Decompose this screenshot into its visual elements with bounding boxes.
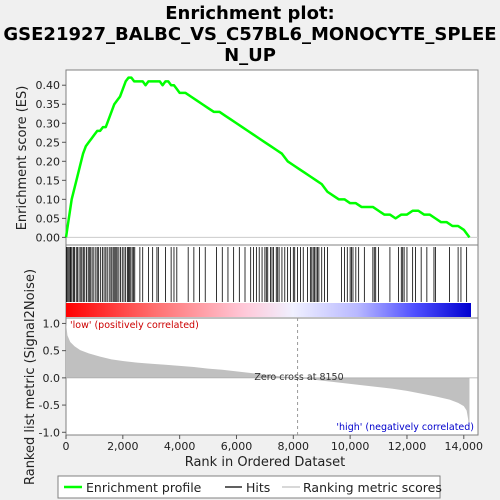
- metric-y-tick-label: -0.5: [39, 399, 60, 412]
- x-tick-label: 0: [63, 440, 70, 453]
- zero-cross-label: Zero cross at 8150: [254, 372, 343, 383]
- chart-title-line-3: N_UP: [224, 45, 276, 66]
- es-y-tick-label: 0.20: [36, 155, 61, 168]
- es-y-tick-label: 0.00: [36, 231, 61, 244]
- x-tick-label: 14,000: [445, 440, 484, 453]
- chart-title-line-2: GSE21927_BALBC_VS_C57BL6_MONOCYTE_SPLEE: [3, 24, 496, 45]
- enrichment-profile-layer: [64, 76, 471, 239]
- hits-layer: [66, 247, 468, 302]
- x-tick-label: 4,000: [164, 440, 196, 453]
- ranking-metric-area: [66, 322, 478, 431]
- es-y-tick-label: 0.40: [36, 79, 61, 92]
- enrichment-profile-line: [64, 76, 471, 239]
- es-y-tick-label: 0.25: [36, 136, 61, 149]
- chart-title-line-1: Enrichment plot:: [165, 3, 335, 24]
- es-y-tick-label: 0.10: [36, 193, 61, 206]
- es-y-tick-label: 0.30: [36, 117, 61, 130]
- x-axis-label: Rank in Ordered Dataset: [185, 455, 346, 470]
- metric-y-tick-label: 0.5: [43, 345, 61, 358]
- es-y-tick-label: 0.35: [36, 98, 61, 111]
- low-correlated-label: 'low' (positively correlated): [70, 320, 199, 331]
- x-tick-label: 12,000: [388, 440, 427, 453]
- x-axis: 0 2,000 4,000 6,000 8,000 10,000 12,000 14,000: [63, 435, 484, 453]
- legend-profile-label: Enrichment profile: [86, 480, 202, 495]
- ranking-metric-fill: [66, 322, 470, 431]
- es-y-tick-label: 0.15: [36, 174, 61, 187]
- legend-hits-label: Hits: [246, 480, 270, 495]
- metric-y-tick-label: 1.0: [43, 317, 61, 330]
- x-tick-label: 6,000: [221, 440, 253, 453]
- high-correlated-label: 'high' (negatively correlated): [336, 422, 474, 433]
- rank-gradient-bar: [66, 303, 471, 317]
- metric-y-tick-label: -1.0: [39, 426, 60, 439]
- es-y-tick-label: 0.05: [36, 212, 61, 225]
- x-tick-label: 10,000: [331, 440, 370, 453]
- x-tick-label: 2,000: [107, 440, 139, 453]
- legend-box: [57, 475, 441, 499]
- metric-y-tick-label: 0.0: [43, 372, 61, 385]
- metric-y-axis-label: Ranked list metric (Signal2Noise): [23, 269, 38, 485]
- es-y-axis-label: Enrichment score (ES): [15, 86, 30, 231]
- x-tick-label: 8,000: [278, 440, 310, 453]
- es-panel: [65, 69, 479, 246]
- legend-metric-label: Ranking metric scores: [303, 480, 442, 495]
- metric-y-axis: 1.0 0.5 0.0 -0.5 -1.0: [39, 317, 66, 439]
- legend: Enrichment profile Hits Ranking metric s…: [57, 475, 442, 499]
- es-y-axis: 0.00 0.05 0.10 0.15 0.20 0.25 0.30 0.35 0.40: [36, 79, 66, 244]
